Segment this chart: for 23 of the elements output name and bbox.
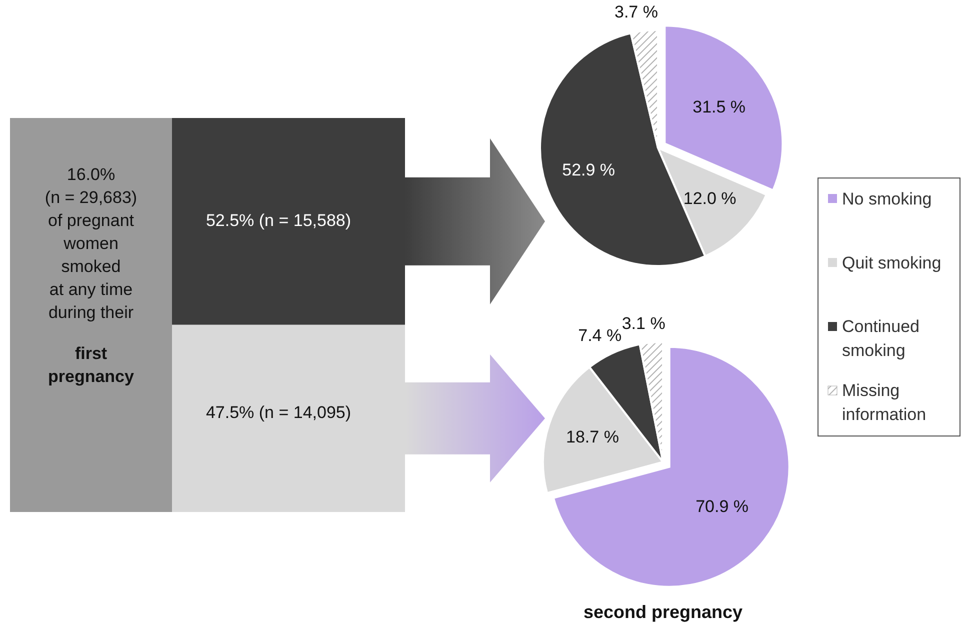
- text: of pregnant: [48, 211, 134, 230]
- text: smoked: [61, 257, 121, 276]
- data-label: 3.1 %: [622, 314, 666, 334]
- legend-label: Quit smoking: [842, 253, 942, 272]
- data-label: 52.5% (n = 15,588): [206, 210, 352, 230]
- data-label: 31.5 %: [692, 97, 746, 116]
- text: during their: [48, 303, 134, 322]
- data-label: 52.9 %: [562, 160, 616, 180]
- text: (n = 29,683): [44, 188, 138, 207]
- text: second pregnancy: [583, 602, 743, 622]
- legend-label: No smoking: [842, 189, 932, 208]
- data-label: 12.0 %: [683, 189, 736, 208]
- data-label: 18.7 %: [566, 428, 619, 447]
- text: first pregnancy: [48, 344, 135, 386]
- legend-label: Missing information: [842, 381, 926, 424]
- data-label: 47.5% (n = 14,095): [206, 402, 352, 422]
- legend-label: Continued smoking: [842, 317, 920, 360]
- data-label: 7.4 %: [578, 326, 622, 345]
- data-label: 3.7 %: [614, 2, 658, 22]
- data-label: 70.9 %: [696, 496, 748, 516]
- text: at any time: [49, 280, 133, 299]
- text: 16.0%: [66, 165, 116, 184]
- text: women: [62, 234, 118, 253]
